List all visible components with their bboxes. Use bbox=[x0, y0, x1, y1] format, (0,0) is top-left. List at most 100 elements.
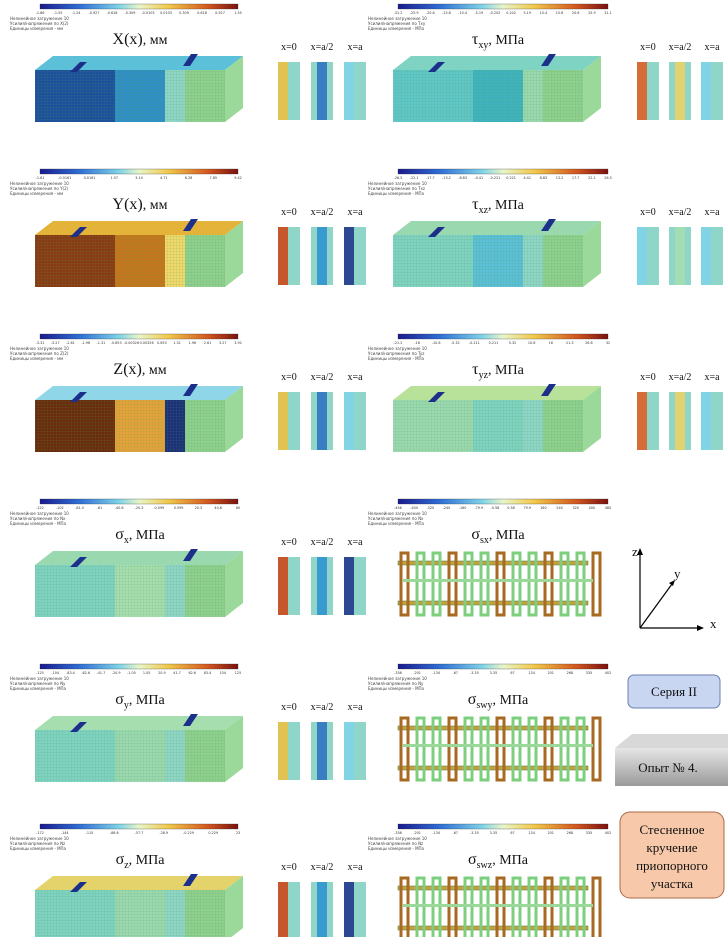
scale-label: 3.14 bbox=[135, 176, 143, 180]
beam-top bbox=[35, 386, 243, 400]
title-subscript: xy bbox=[478, 40, 488, 51]
beam-top bbox=[35, 221, 243, 235]
panel-title: σz, МПа bbox=[116, 851, 166, 871]
scale-label: -1.24 bbox=[72, 11, 81, 15]
scale-label: -115 bbox=[86, 831, 94, 835]
panel-title: Z(x), мм bbox=[113, 361, 166, 378]
note-line: Единицы измерения - МПа bbox=[368, 521, 425, 526]
scale-label: -40.6 bbox=[115, 506, 124, 510]
note-line: Единицы измерения - МПа bbox=[368, 191, 425, 196]
title-subscript: sx bbox=[480, 535, 489, 546]
scale-label: 201 bbox=[547, 671, 553, 675]
scale-label: 5.19 bbox=[523, 11, 531, 15]
series-label: Серия II bbox=[651, 684, 697, 699]
scale-label: 3.35 bbox=[490, 671, 498, 675]
scale-label: 402 bbox=[605, 671, 611, 675]
axis-x: x bbox=[710, 616, 717, 631]
result-panel: -31.2-25.9-20.6-15.8-10.4-5.19-0.2020.20… bbox=[368, 4, 723, 122]
section-label: x=a/2 bbox=[311, 207, 334, 218]
result-panel: -122-102-81.5-61-40.6-20.3-0.5990.59920.… bbox=[10, 499, 366, 617]
scale-label: -3.27 bbox=[51, 341, 60, 345]
scale-label: 20.9 bbox=[158, 671, 166, 675]
scale-label: -10.4 bbox=[458, 11, 467, 15]
scale-label: 17.7 bbox=[572, 176, 580, 180]
color-scale bbox=[40, 169, 238, 174]
title-unit: , МПа bbox=[129, 528, 166, 543]
scale-label: 320 bbox=[572, 506, 578, 510]
scale-label: 1.55 bbox=[234, 11, 242, 15]
scale-label: 79.9 bbox=[523, 506, 531, 510]
scale-label: -10.6 bbox=[432, 341, 441, 345]
section-label: x=a bbox=[347, 702, 363, 713]
scale-label: 0.00326 bbox=[140, 341, 154, 345]
scale-label: -62.6 bbox=[81, 671, 90, 675]
beam-mesh bbox=[393, 70, 583, 122]
rebar-long bbox=[403, 579, 593, 582]
scale-label: -1.96 bbox=[81, 341, 90, 345]
scale-label: 41.7 bbox=[173, 671, 181, 675]
scale-label: -17.7 bbox=[426, 176, 435, 180]
scale-label: 3.92 bbox=[234, 341, 242, 345]
title-unit: , МПа bbox=[492, 693, 529, 708]
result-panel: -456-400-320-240-160-79.9-0.580.5879.916… bbox=[368, 499, 611, 615]
result-panel: -3.31-3.27-2.61-1.96-1.31-0.653-0.003260… bbox=[10, 334, 366, 452]
caption-line: приопорного bbox=[636, 858, 708, 873]
title-unit: , мм bbox=[143, 198, 168, 213]
color-scale bbox=[398, 334, 608, 339]
section-zone bbox=[317, 392, 327, 450]
scale-label: -172 bbox=[36, 831, 44, 835]
stirrup bbox=[593, 718, 600, 780]
color-scale bbox=[398, 4, 608, 9]
section-zone bbox=[675, 62, 685, 120]
scale-label: -201 bbox=[413, 671, 421, 675]
scale-label: 5.32 bbox=[509, 341, 517, 345]
note-line: Единицы измерения - мм bbox=[10, 191, 63, 196]
scale-label: -8.83 bbox=[458, 176, 467, 180]
scale-label: -83.4 bbox=[66, 671, 75, 675]
scale-label: -400 bbox=[410, 506, 418, 510]
title-subscript: swz bbox=[477, 860, 493, 871]
section-zone bbox=[278, 227, 288, 285]
page: z y x Серия II Опыт № 4. Стесненное круч… bbox=[0, 0, 728, 937]
scale-label: 31.1 bbox=[604, 11, 612, 15]
result-panel: -125-104-83.4-62.6-41.7-20.9-1.051.0520.… bbox=[10, 664, 366, 782]
result-panel: -172-144-115-86.6-57.7-28.9-0.2290.22923… bbox=[10, 824, 366, 937]
color-scale bbox=[40, 334, 238, 339]
beam-top bbox=[35, 56, 243, 70]
scale-label: 0.58 bbox=[507, 506, 515, 510]
scale-label: -0.0161 bbox=[58, 176, 71, 180]
scale-label: 3.35 bbox=[490, 831, 498, 835]
scale-label: -0.309 bbox=[125, 11, 136, 15]
title-unit: , МПа bbox=[488, 198, 525, 213]
beam-mesh bbox=[35, 565, 225, 617]
beam-mesh bbox=[393, 400, 583, 452]
stirrup bbox=[593, 878, 600, 937]
scale-label: -57.7 bbox=[135, 831, 144, 835]
section-label: x=0 bbox=[281, 372, 297, 383]
color-scale bbox=[398, 664, 608, 669]
scale-label: 7.85 bbox=[209, 176, 217, 180]
section-zone bbox=[278, 392, 288, 450]
note-line: Единицы измерения - мм bbox=[10, 26, 63, 31]
scale-label: 32 bbox=[606, 341, 610, 345]
caption-box: Стесненное кручение приопорного участка bbox=[620, 812, 724, 898]
panel-title: σswz, МПа bbox=[468, 851, 529, 871]
result-panel: -336-201-134-67-3.353.356713420126833540… bbox=[368, 824, 611, 937]
section-zone bbox=[317, 227, 327, 285]
color-scale bbox=[398, 169, 608, 174]
section-label: x=a/2 bbox=[669, 42, 692, 53]
axis-z: z bbox=[632, 544, 638, 559]
section-label: x=a bbox=[704, 207, 720, 218]
color-scale bbox=[40, 824, 238, 829]
scale-label: -1.86 bbox=[36, 11, 45, 15]
scale-label: 0.599 bbox=[174, 506, 184, 510]
scale-label: -1.05 bbox=[127, 671, 136, 675]
scale-label: 402 bbox=[605, 831, 611, 835]
note-line: Единицы измерения - МПа bbox=[368, 846, 425, 851]
scale-label: 16 bbox=[549, 341, 553, 345]
scale-label: -67 bbox=[452, 671, 458, 675]
section-label: x=a/2 bbox=[669, 207, 692, 218]
section-zone bbox=[344, 227, 354, 285]
scale-label: -1.55 bbox=[54, 11, 63, 15]
scale-label: -20.6 bbox=[426, 11, 435, 15]
